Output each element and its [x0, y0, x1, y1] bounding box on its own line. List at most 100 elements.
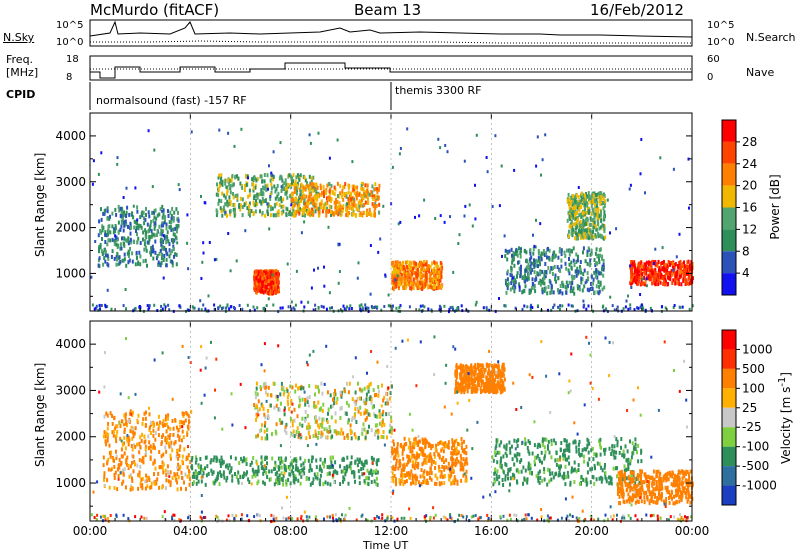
data-cell — [260, 455, 263, 460]
data-cell — [645, 271, 648, 276]
data-cell — [370, 400, 373, 405]
data-cell — [238, 304, 241, 307]
data-cell — [420, 275, 423, 280]
data-cell — [570, 195, 572, 200]
data-cell — [354, 479, 356, 484]
data-cell — [320, 205, 323, 210]
data-cell — [103, 474, 106, 479]
data-cell — [598, 260, 601, 265]
data-cell — [339, 211, 342, 216]
data-cell — [524, 276, 527, 281]
data-cell — [123, 467, 126, 472]
data-cell — [271, 206, 274, 211]
data-cell — [275, 394, 278, 399]
data-cell — [177, 475, 180, 480]
data-cell — [334, 411, 337, 416]
data-cell — [687, 276, 690, 281]
data-cell — [350, 455, 353, 460]
data-cell — [391, 280, 394, 285]
data-cell — [691, 262, 694, 266]
data-cell — [218, 198, 221, 203]
data-cell — [131, 429, 134, 434]
data-cell — [123, 257, 126, 262]
data-cell — [278, 418, 281, 422]
data-cell — [154, 223, 157, 228]
data-cell — [592, 200, 595, 205]
data-cell — [167, 416, 169, 421]
data-cell — [644, 279, 647, 284]
data-cell — [158, 423, 161, 428]
data-cell — [595, 247, 598, 252]
data-cell — [309, 482, 312, 487]
data-cell — [104, 253, 107, 258]
data-cell — [191, 305, 194, 309]
data-cell — [309, 141, 312, 145]
data-cell — [256, 306, 259, 310]
data-cell — [191, 474, 194, 479]
data-cell — [629, 280, 632, 285]
data-cell — [176, 487, 179, 492]
data-cell — [336, 205, 339, 210]
data-cell — [450, 451, 453, 456]
data-cell — [432, 278, 435, 282]
data-cell — [375, 203, 378, 208]
data-cell — [109, 411, 112, 416]
data-cell — [388, 412, 390, 416]
data-cell — [344, 308, 347, 312]
data-cell — [461, 441, 464, 446]
data-cell — [298, 422, 301, 427]
data-cell — [305, 436, 308, 441]
data-cell — [289, 481, 292, 486]
data-cell — [293, 213, 296, 218]
data-cell — [243, 203, 246, 208]
data-cell — [603, 194, 606, 198]
data-cell — [648, 277, 651, 282]
data-cell — [258, 199, 261, 204]
data-cell — [328, 465, 331, 470]
data-cell — [228, 195, 231, 200]
data-cell — [202, 241, 205, 245]
data-cell — [175, 252, 178, 257]
data-cell — [588, 194, 591, 199]
data-cell — [530, 303, 533, 307]
data-cell — [632, 275, 635, 280]
data-cell — [570, 266, 573, 271]
data-cell — [343, 307, 346, 311]
data-cell — [253, 276, 256, 281]
data-cell — [616, 305, 619, 309]
data-cell — [98, 249, 100, 254]
data-cell — [229, 186, 232, 191]
data-cell — [382, 204, 385, 208]
data-cell — [360, 186, 363, 191]
data-cell — [256, 192, 259, 196]
data-cell — [454, 458, 457, 463]
data-cell — [316, 472, 319, 477]
data-cell — [367, 306, 370, 310]
data-cell — [234, 207, 236, 212]
data-cell — [579, 223, 581, 228]
data-cell — [228, 307, 231, 311]
data-cell — [375, 476, 378, 481]
data-cell — [229, 178, 232, 183]
data-cell — [413, 441, 416, 445]
data-cell — [367, 412, 370, 417]
data-cell — [233, 144, 236, 148]
data-cell — [633, 270, 636, 275]
data-cell — [284, 425, 287, 430]
data-cell — [674, 281, 677, 286]
data-cell — [229, 200, 232, 205]
data-cell — [392, 465, 395, 469]
data-cell — [665, 271, 667, 276]
data-cell — [560, 258, 563, 263]
data-cell — [529, 251, 532, 256]
data-cell — [239, 196, 242, 201]
data-cell — [236, 193, 239, 198]
data-cell — [220, 176, 223, 181]
data-cell — [532, 233, 534, 237]
data-cell — [274, 460, 277, 465]
data-cell — [151, 249, 154, 254]
data-cell — [599, 253, 601, 258]
data-cell — [576, 283, 579, 288]
data-cell — [362, 196, 365, 201]
data-cell — [295, 463, 298, 468]
